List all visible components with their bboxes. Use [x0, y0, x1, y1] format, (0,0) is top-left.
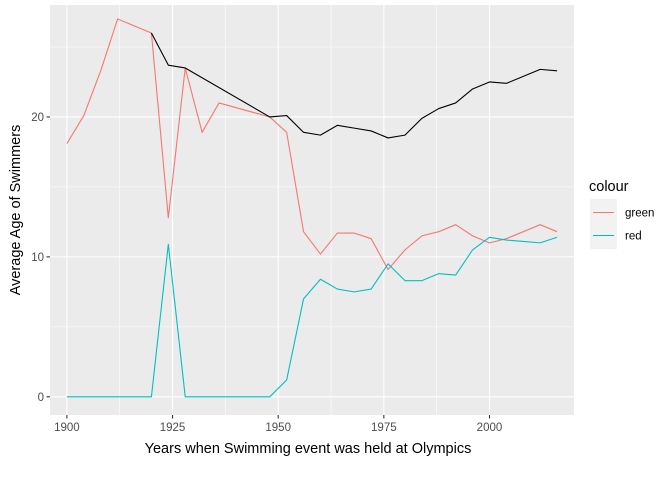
x-tick-label: 1975: [371, 422, 397, 434]
x-tick-label: 1925: [160, 422, 186, 434]
legend-label-green: green: [625, 208, 654, 220]
x-axis-title: Years when Swimming event was held at Ol…: [145, 441, 472, 457]
y-tick-label: 10: [31, 252, 44, 264]
series-line-green: [66, 18, 558, 271]
legend: colour green red: [589, 179, 654, 249]
x-tick-label: 1950: [265, 422, 291, 434]
minor-gridlines: [50, 5, 574, 415]
x-axis-ticks: 1900 1925 1950 1975 2000: [54, 415, 502, 434]
x-tick-label: 2000: [477, 422, 503, 434]
y-axis-ticks: 0 10 20: [31, 112, 50, 404]
series-line-red: [66, 236, 558, 398]
x-tick-label: 1900: [54, 422, 80, 434]
series-line-2: [150, 32, 558, 139]
legend-title: colour: [589, 179, 629, 195]
major-gridlines: [50, 5, 574, 415]
plot-panel: [50, 5, 574, 415]
legend-label-red: red: [625, 231, 642, 243]
series-lines: [66, 18, 558, 398]
y-tick-label: 20: [31, 112, 44, 124]
y-tick-label: 0: [38, 392, 44, 404]
y-axis-title: Average Age of Swimmers: [8, 125, 24, 296]
